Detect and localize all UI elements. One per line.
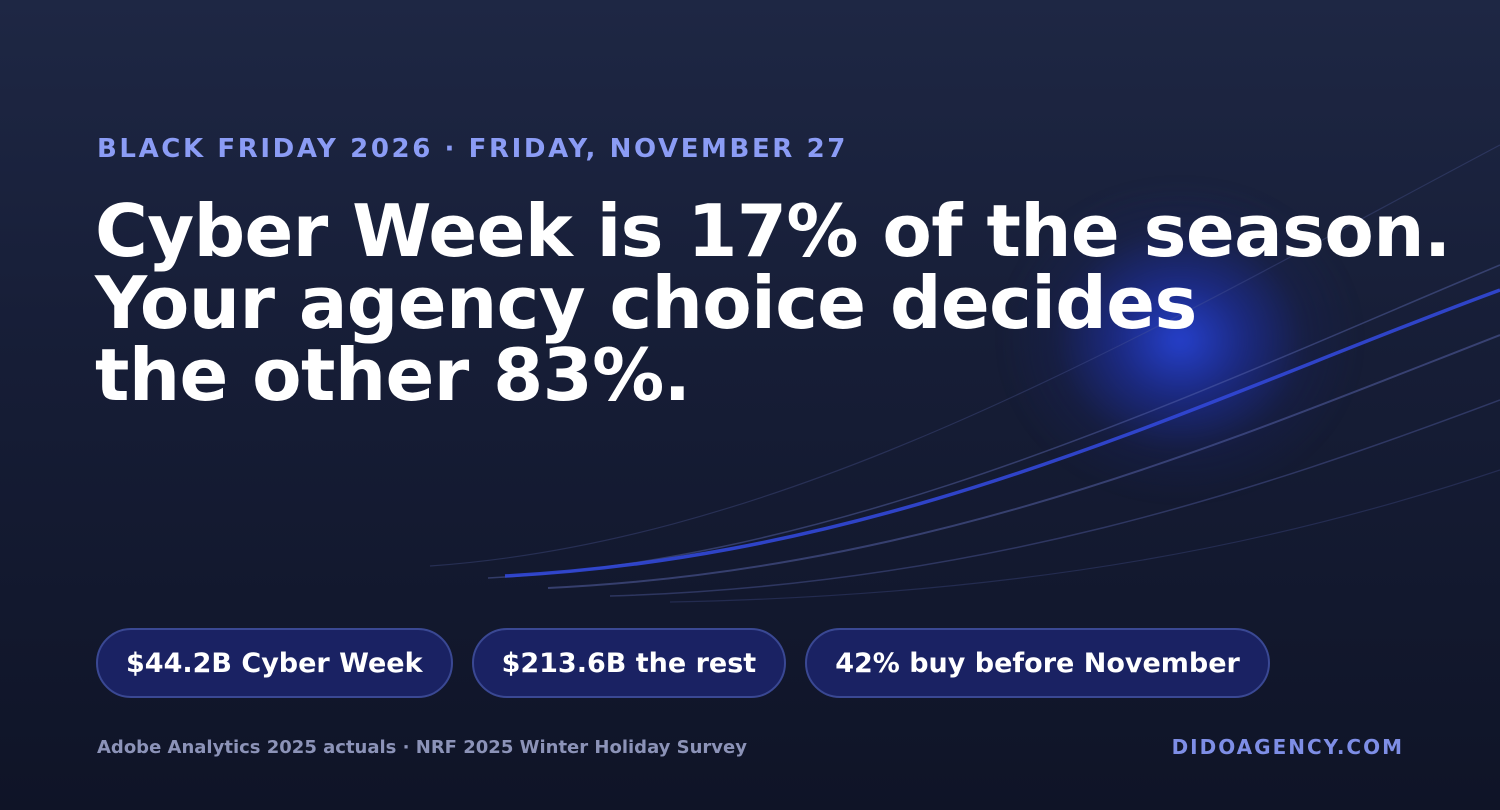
event-eyebrow: BLACK FRIDAY 2026 · FRIDAY, NOVEMBER 27 [97,134,848,164]
headline: Cyber Week is 17% of the season. Your ag… [95,195,1475,411]
stat-pill-before-november: 42% buy before November [805,628,1270,698]
source-citation: Adobe Analytics 2025 actuals · NRF 2025 … [97,737,747,758]
background-glow [1000,180,1360,500]
headline-line-3: the other 83%. [95,333,691,417]
headline-line-1: Cyber Week is 17% of the season. [95,189,1451,273]
site-url: DIDOAGENCY.COM [1171,735,1404,759]
headline-line-2: Your agency choice decides [95,261,1197,345]
stat-pill-rest: $213.6B the rest [471,628,787,698]
stat-pill-cyber-week: $44.2B Cyber Week [96,628,453,698]
stat-pills: $44.2B Cyber Week $213.6B the rest 42% b… [96,628,1270,698]
